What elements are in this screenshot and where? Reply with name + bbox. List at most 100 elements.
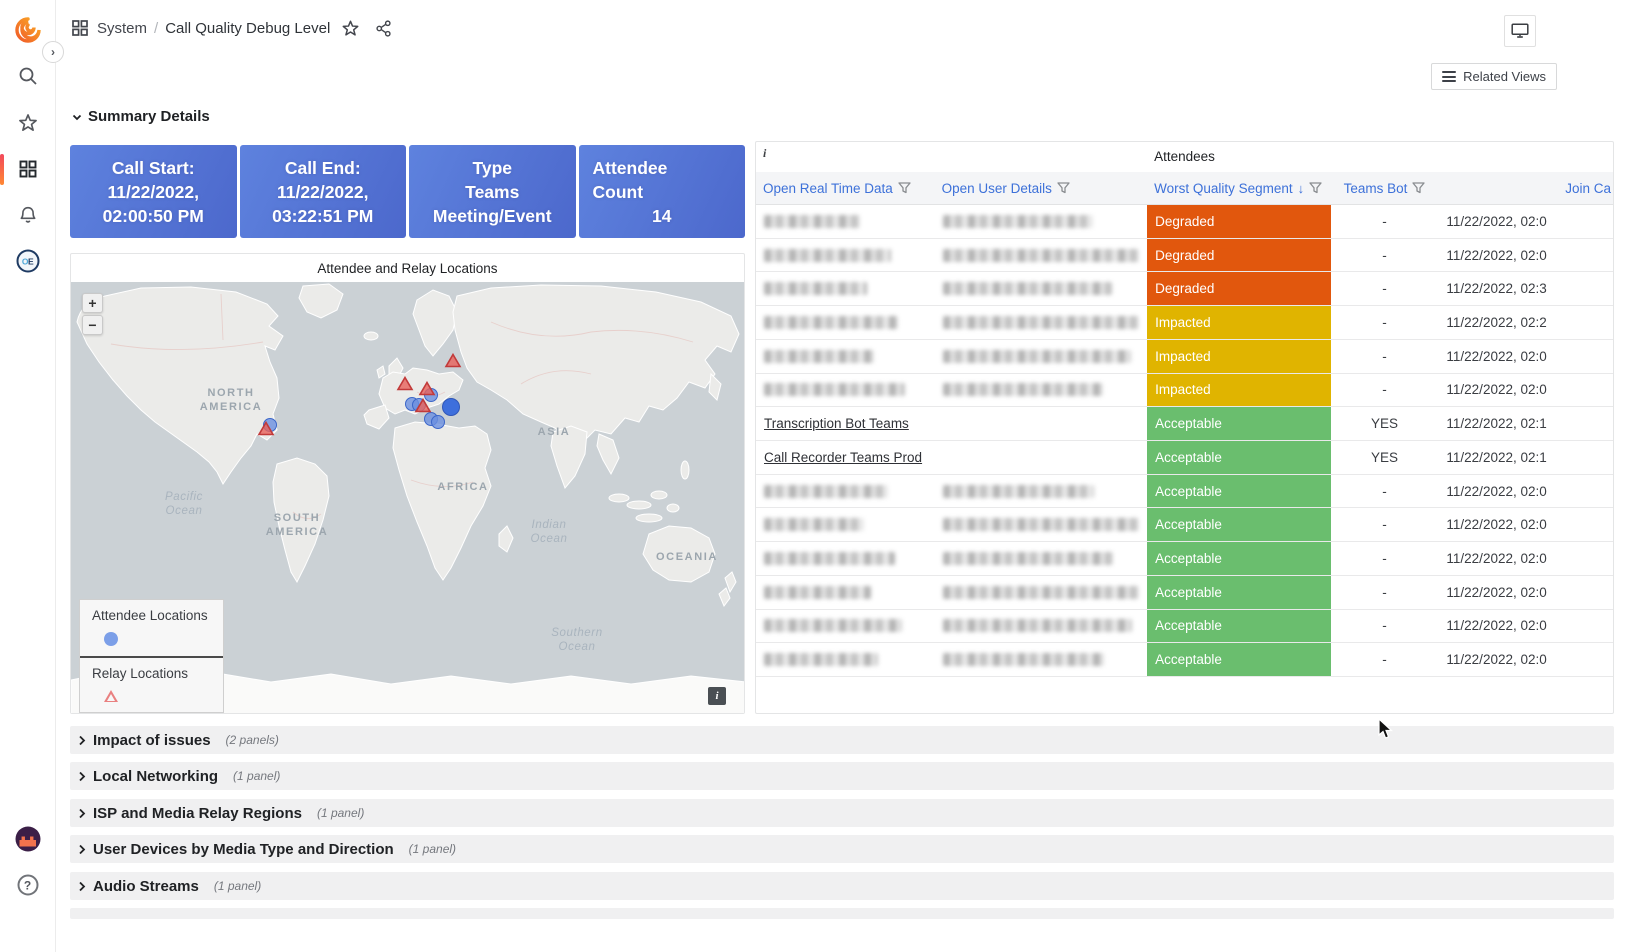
breadcrumb-section[interactable]: System <box>97 19 148 37</box>
kiosk-mode-button[interactable] <box>1504 15 1536 47</box>
map-panel-title[interactable]: Attendee and Relay Locations <box>317 260 498 276</box>
cell-worst-quality-segment: Impacted <box>1147 373 1331 407</box>
cell-open-user-details[interactable] <box>935 475 1148 508</box>
redacted-text <box>942 585 1140 599</box>
collapsed-section-user-devices-by-media-type-and-direction[interactable]: User Devices by Media Type and Direction… <box>70 835 1614 863</box>
collapsed-section-local-networking[interactable]: Local Networking (1 panel) <box>70 762 1614 790</box>
cell-open-real-time-data[interactable] <box>756 508 935 541</box>
cell-open-user-details[interactable] <box>935 610 1148 643</box>
sort-desc-icon[interactable]: ↓ <box>1297 180 1305 196</box>
chevron-down-icon <box>72 113 82 121</box>
cell-open-user-details[interactable] <box>935 374 1148 407</box>
sidebar-expand-button[interactable]: › <box>42 41 64 63</box>
cell-open-user-details[interactable] <box>935 508 1148 541</box>
main-content: System / Call Quality Debug Level Relate… <box>56 0 1630 952</box>
cell-open-user-details[interactable] <box>935 205 1148 238</box>
relay-location-marker[interactable] <box>444 352 462 373</box>
filter-icon[interactable] <box>1057 182 1070 194</box>
cell-open-real-time-data[interactable] <box>756 576 935 609</box>
cell-open-user-details[interactable] <box>935 643 1148 676</box>
column-header-open-real-time-data[interactable]: Open Real Time Data <box>756 172 935 204</box>
map-attribution-button[interactable]: i <box>708 687 726 705</box>
relay-location-marker[interactable] <box>396 375 414 396</box>
stat-panel[interactable]: Call Start: 11/22/2022, 02:00:50 PM <box>70 145 237 238</box>
collapsed-section-impact-of-issues[interactable]: Impact of issues (2 panels) <box>70 726 1614 754</box>
alerting-bell-icon[interactable] <box>18 206 37 225</box>
collapsed-section-audio-streams[interactable]: Audio Streams (1 panel) <box>70 872 1614 900</box>
cell-teams-bot: - <box>1382 315 1387 331</box>
filter-icon[interactable] <box>1412 182 1426 194</box>
zoom-in-button[interactable]: + <box>82 293 103 313</box>
cell-open-real-time-data[interactable] <box>756 306 935 339</box>
filter-icon[interactable] <box>1309 182 1322 194</box>
cell-join-call: 11/22/2022, 02:0 <box>1446 584 1547 600</box>
cell-join-call: 11/22/2022, 02:0 <box>1446 483 1547 499</box>
redacted-text <box>942 518 1140 532</box>
cell-worst-quality-segment: Degraded <box>1147 238 1331 272</box>
starred-icon[interactable] <box>18 114 37 133</box>
redacted-text <box>942 383 1103 397</box>
redacted-text <box>764 552 895 566</box>
user-avatar[interactable] <box>15 826 40 852</box>
stat-panel[interactable]: Type Teams Meeting/Event <box>409 145 576 238</box>
legend-relay-label: Relay Locations <box>92 666 189 681</box>
cell-open-real-time-data[interactable]: Call Recorder Teams Prod <box>756 441 935 474</box>
cell-open-real-time-data[interactable] <box>756 643 935 676</box>
related-views-button[interactable]: Related Views <box>1431 63 1557 90</box>
cell-open-real-time-data[interactable]: Transcription Bot Teams <box>756 407 935 440</box>
cell-open-user-details[interactable] <box>935 576 1148 609</box>
filter-icon[interactable] <box>898 182 911 194</box>
cell-open-real-time-data[interactable] <box>756 205 935 238</box>
cell-open-real-time-data[interactable] <box>756 610 935 643</box>
column-header-open-user-details[interactable]: Open User Details <box>935 172 1148 204</box>
panel-info-icon[interactable]: i <box>763 146 767 160</box>
relay-location-marker[interactable] <box>414 397 432 418</box>
cell-open-real-time-data[interactable] <box>756 239 935 272</box>
cell-open-user-details[interactable] <box>935 272 1148 305</box>
cell-open-user-details[interactable] <box>935 306 1148 339</box>
dashboards-icon[interactable] <box>19 160 37 178</box>
redacted-text <box>764 349 874 363</box>
summary-section-title: Summary Details <box>88 108 210 125</box>
world-map[interactable]: + − NORTH AMERICA Pacific Ocean SOUTH AMER… <box>71 282 744 713</box>
search-icon[interactable] <box>18 67 37 86</box>
cell-worst-quality-segment: Acceptable <box>1147 609 1331 643</box>
table-row: Degraded - 11/22/2022, 02:3 <box>756 272 1613 307</box>
summary-details-toggle[interactable]: Summary Details <box>72 108 210 125</box>
stat-panel[interactable]: Call End: 11/22/2022, 03:22:51 PM <box>239 145 406 238</box>
attendees-panel-title[interactable]: Attendees <box>1154 148 1215 164</box>
collapsed-section-isp-and-media-relay-regions[interactable]: ISP and Media Relay Regions (1 panel) <box>70 799 1614 827</box>
cell-link[interactable]: Transcription Bot Teams <box>764 416 909 432</box>
attendee-location-marker[interactable] <box>431 415 445 429</box>
share-icon[interactable] <box>375 19 392 37</box>
zoom-out-button[interactable]: − <box>82 315 103 335</box>
column-header-teams-bot[interactable]: Teams Bot <box>1331 172 1439 204</box>
cell-open-real-time-data[interactable] <box>756 475 935 508</box>
stat-panel[interactable]: Attendee Count 14 <box>578 145 745 238</box>
redacted-text <box>764 585 871 599</box>
column-header-join-ca[interactable]: Join Ca <box>1438 172 1613 204</box>
attendee-location-marker[interactable] <box>442 398 460 416</box>
collapsed-section-count: (1 panel) <box>213 879 262 893</box>
cell-teams-bot: - <box>1382 517 1387 533</box>
column-header-worst-quality-segment[interactable]: Worst Quality Segment ↓ <box>1147 172 1331 204</box>
cell-open-user-details[interactable] <box>935 239 1148 272</box>
cell-open-real-time-data[interactable] <box>756 340 935 373</box>
help-icon[interactable]: ? <box>17 874 38 896</box>
cell-open-real-time-data[interactable] <box>756 272 935 305</box>
cell-open-user-details[interactable] <box>935 542 1148 575</box>
favorite-star-icon[interactable] <box>342 20 359 37</box>
collapsed-row-partial[interactable] <box>70 908 1614 919</box>
cell-open-user-details[interactable] <box>935 340 1148 373</box>
cell-open-real-time-data[interactable] <box>756 542 935 575</box>
cell-open-user-details[interactable] <box>935 407 1148 440</box>
table-row: Acceptable - 11/22/2022, 02:0 <box>756 609 1613 644</box>
cell-open-real-time-data[interactable] <box>756 374 935 407</box>
relay-location-marker[interactable] <box>418 380 436 401</box>
relay-location-marker[interactable] <box>257 420 275 441</box>
redacted-text <box>942 214 1093 228</box>
cell-open-user-details[interactable] <box>935 441 1148 474</box>
grafana-logo-icon[interactable] <box>14 16 42 44</box>
cell-link[interactable]: Call Recorder Teams Prod <box>764 449 923 465</box>
